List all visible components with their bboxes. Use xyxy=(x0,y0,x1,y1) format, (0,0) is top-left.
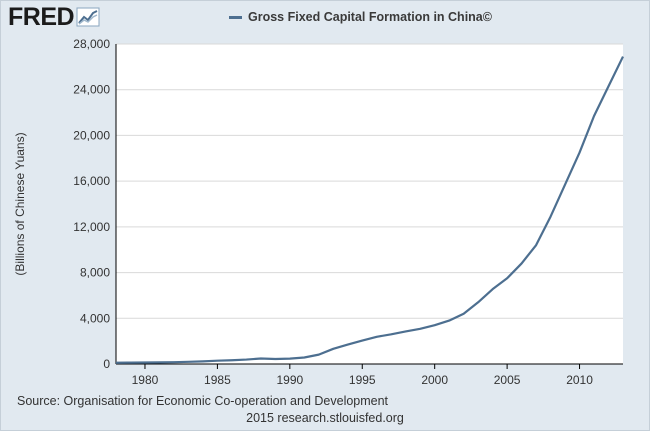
x-tick-label: 1985 xyxy=(204,373,231,387)
line-chart-icon xyxy=(76,7,100,27)
series-line-gfcf xyxy=(115,56,624,364)
x-tick-label: 1990 xyxy=(276,373,303,387)
y-tick-label: 4,000 xyxy=(80,311,110,325)
x-tick-label: 1995 xyxy=(349,373,376,387)
y-tick-label: 28,000 xyxy=(73,37,110,51)
legend-label: Gross Fixed Capital Formation in China© xyxy=(248,10,492,24)
source-note: Source: Organisation for Economic Co-ope… xyxy=(17,394,389,408)
chart-legend[interactable]: Gross Fixed Capital Formation in China© xyxy=(229,7,492,27)
x-tick-labels: 1980 1985 1990 1995 2000 2005 2010 xyxy=(132,373,594,387)
x-tick-label: 2005 xyxy=(494,373,521,387)
y-tick-label: 20,000 xyxy=(73,128,110,142)
plot-area xyxy=(116,44,623,364)
y-tick-label: 0 xyxy=(103,357,110,371)
y-tick-labels: 0 4,000 8,000 12,000 16,000 20,000 24,000 28,00… xyxy=(73,37,110,371)
logo-text: FRED xyxy=(8,2,75,31)
credit-note[interactable]: 2015 research.stlouisfed.org xyxy=(246,411,404,425)
grid-lines xyxy=(116,43,623,319)
x-tick-label: 2010 xyxy=(566,373,593,387)
y-axis-label: (Billions of Chinese Yuans) xyxy=(13,132,27,275)
axes xyxy=(115,44,623,369)
y-tick-label: 12,000 xyxy=(73,220,110,234)
x-tick-label: 1980 xyxy=(132,373,159,387)
y-tick-label: 8,000 xyxy=(80,266,110,280)
y-tick-label: 24,000 xyxy=(73,83,110,97)
x-tick-label: 2000 xyxy=(421,373,448,387)
y-tick-label: 16,000 xyxy=(73,174,110,188)
fred-logo[interactable]: FRED xyxy=(8,3,100,31)
legend-swatch xyxy=(229,15,242,19)
